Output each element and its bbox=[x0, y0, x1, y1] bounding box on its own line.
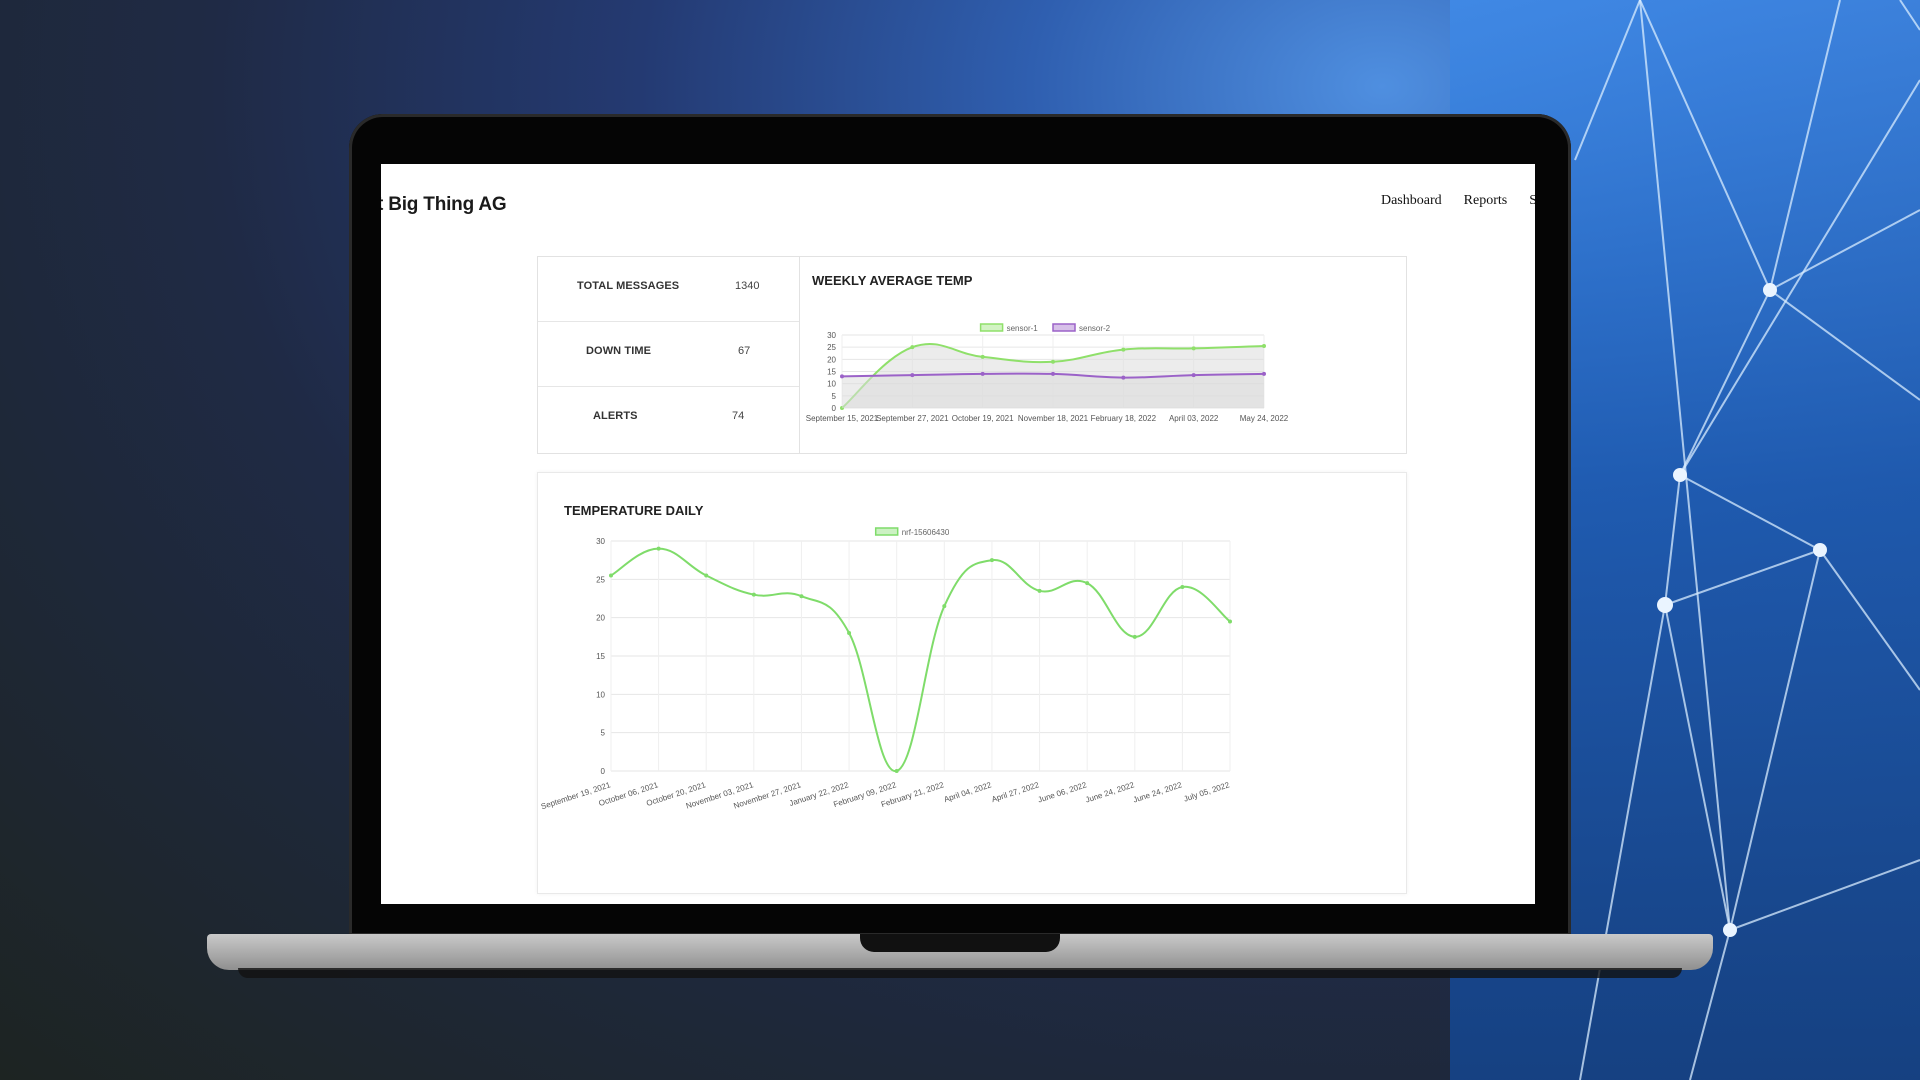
legend-label: nrf-15606430 bbox=[902, 528, 950, 537]
x-tick-label: September 27, 2021 bbox=[876, 414, 949, 423]
y-tick-label: 15 bbox=[827, 368, 836, 377]
stat-label: ALERTS bbox=[593, 410, 638, 422]
daily-chart-title: TEMPERATURE DAILY bbox=[564, 503, 704, 518]
laptop-notch bbox=[860, 934, 1060, 952]
data-point bbox=[910, 373, 915, 378]
x-tick-label: April 27, 2022 bbox=[990, 780, 1040, 804]
x-tick-label: April 04, 2022 bbox=[943, 780, 993, 804]
data-point bbox=[847, 631, 852, 635]
x-tick-label: July 05, 2022 bbox=[1183, 780, 1232, 803]
x-tick-label: September 15, 2021 bbox=[806, 414, 879, 423]
x-tick-label: October 19, 2021 bbox=[952, 414, 1014, 423]
data-point bbox=[656, 546, 661, 551]
weekly-average-temp-chart[interactable]: 0 5 10 15 20 25 30 September 15, 2021September … bbox=[800, 311, 1400, 451]
y-tick-label: 5 bbox=[601, 729, 606, 738]
stat-label: TOTAL MESSAGES bbox=[577, 280, 680, 292]
data-point bbox=[704, 573, 709, 578]
data-point bbox=[1191, 373, 1196, 378]
y-tick-label: 30 bbox=[596, 537, 605, 546]
y-tick-label: 15 bbox=[596, 652, 605, 661]
data-point bbox=[1180, 585, 1185, 589]
y-tick-label: 25 bbox=[596, 575, 605, 584]
x-tick-label: November 18, 2021 bbox=[1018, 414, 1089, 423]
top-nav: Dashboard Reports S bbox=[1381, 193, 1535, 209]
stats-panel: TOTAL MESSAGES 1340 DOWN TIME 67 ALERTS … bbox=[538, 257, 800, 453]
stat-alerts: ALERTS 74 bbox=[538, 387, 799, 451]
data-point bbox=[894, 769, 899, 773]
dashboard-screen: t Big Thing AG Dashboard Reports S TOTAL… bbox=[381, 164, 1535, 904]
nav-item-truncated[interactable]: S bbox=[1529, 193, 1535, 208]
x-tick-label: June 24, 2022 bbox=[1132, 780, 1184, 804]
legend-label: sensor-1 bbox=[1007, 324, 1039, 333]
stat-label: DOWN TIME bbox=[586, 345, 652, 357]
y-tick-label: 20 bbox=[596, 614, 605, 623]
data-point bbox=[1121, 375, 1126, 380]
data-point bbox=[980, 354, 985, 359]
y-tick-label: 25 bbox=[827, 343, 836, 352]
y-tick-label: 0 bbox=[832, 404, 837, 413]
stat-total-messages: TOTAL MESSAGES 1340 bbox=[538, 257, 799, 322]
laptop-base-shadow bbox=[238, 968, 1682, 978]
data-point bbox=[1262, 371, 1266, 376]
data-point bbox=[980, 371, 985, 376]
data-point bbox=[1262, 343, 1266, 348]
x-tick-label: June 06, 2022 bbox=[1037, 780, 1089, 804]
data-point bbox=[910, 345, 915, 350]
stat-value: 74 bbox=[732, 410, 745, 422]
data-point bbox=[751, 592, 756, 597]
series-line bbox=[610, 547, 1231, 773]
data-point bbox=[799, 594, 804, 599]
legend-swatch bbox=[1052, 323, 1076, 332]
y-tick-label: 20 bbox=[827, 355, 836, 364]
y-tick-label: 0 bbox=[601, 767, 606, 776]
data-point bbox=[1191, 346, 1196, 351]
data-point bbox=[840, 374, 844, 379]
stat-down-time: DOWN TIME 67 bbox=[538, 322, 799, 387]
nav-item-reports[interactable]: Reports bbox=[1463, 193, 1508, 208]
x-tick-label: June 24, 2022 bbox=[1084, 780, 1136, 804]
y-tick-label: 5 bbox=[832, 392, 837, 401]
data-point bbox=[942, 604, 947, 609]
nav-item-dashboard[interactable]: Dashboard bbox=[1380, 193, 1442, 208]
data-point bbox=[1121, 347, 1126, 352]
summary-card: TOTAL MESSAGES 1340 DOWN TIME 67 ALERTS … bbox=[537, 256, 1407, 454]
legend-swatch bbox=[979, 323, 1004, 332]
data-point bbox=[989, 558, 994, 563]
x-tick-label: February 18, 2022 bbox=[1091, 414, 1157, 423]
weekly-chart-title: WEEKLY AVERAGE TEMP bbox=[812, 273, 973, 288]
data-point bbox=[1051, 359, 1055, 364]
y-tick-label: 10 bbox=[596, 690, 605, 699]
data-point bbox=[1132, 634, 1137, 639]
data-point bbox=[609, 573, 613, 578]
legend-label: sensor-2 bbox=[1079, 324, 1111, 333]
y-tick-label: 30 bbox=[827, 331, 836, 340]
x-tick-label: May 24, 2022 bbox=[1240, 414, 1289, 423]
x-tick-label: April 03, 2022 bbox=[1169, 414, 1219, 423]
data-point bbox=[1051, 371, 1055, 376]
legend-swatch bbox=[874, 527, 899, 536]
data-point bbox=[1085, 581, 1090, 586]
series-area bbox=[842, 373, 1264, 408]
data-point bbox=[1037, 588, 1042, 593]
brand-logo[interactable]: t Big Thing AG bbox=[381, 194, 507, 215]
stat-value: 67 bbox=[738, 345, 751, 357]
temperature-daily-card: TEMPERATURE DAILY 0 5 10 15 20 25 30 September … bbox=[537, 472, 1407, 894]
y-tick-label: 10 bbox=[827, 380, 836, 389]
stat-value: 1340 bbox=[735, 280, 760, 292]
data-point bbox=[1228, 619, 1232, 624]
